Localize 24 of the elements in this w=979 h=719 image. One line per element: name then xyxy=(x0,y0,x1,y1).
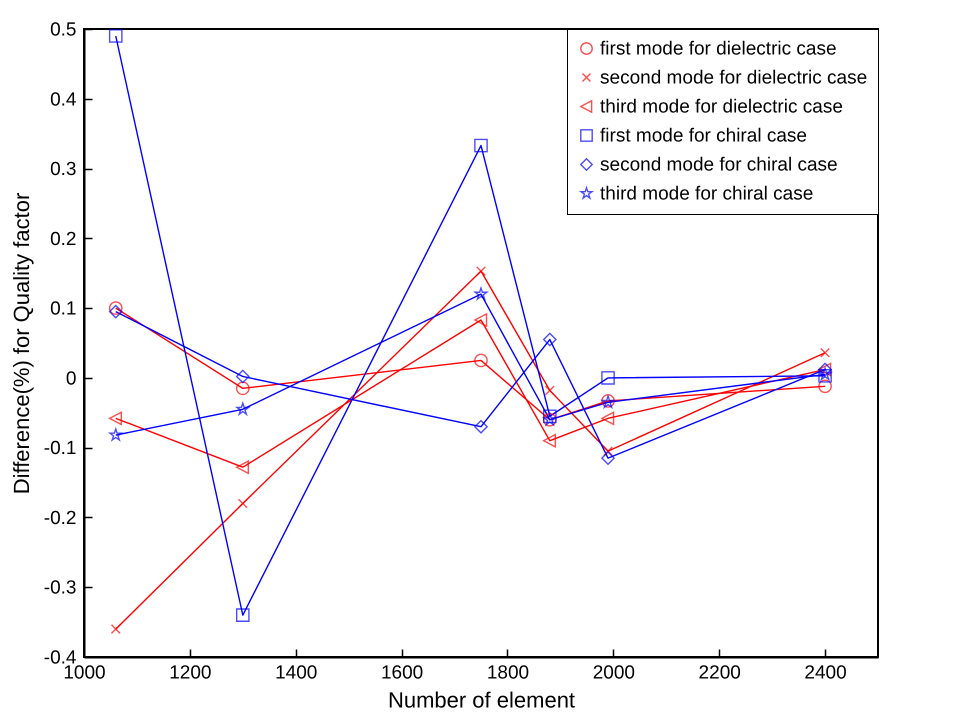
y-tick-label: 0 xyxy=(66,368,76,390)
legend-label: third mode for dielectric case xyxy=(600,96,843,118)
x-tick-label: 2400 xyxy=(804,662,847,684)
y-tick-label: 0.2 xyxy=(50,228,76,250)
y-tick-label: -0.1 xyxy=(44,438,76,460)
legend-label: first mode for dielectric case xyxy=(600,38,837,60)
x-axis-title: Number of element xyxy=(388,688,576,712)
x-tick-label: 1600 xyxy=(380,662,424,684)
x-tick-label: 2200 xyxy=(698,662,741,684)
legend-label: third mode for chiral case xyxy=(600,184,814,204)
x-tick-label: 1200 xyxy=(169,662,212,684)
legend-label: first mode for chiral case xyxy=(600,126,807,146)
y-tick-label: 0.1 xyxy=(50,298,76,320)
x-tick-label: 1400 xyxy=(275,662,318,684)
y-axis-title: Difference(%) for Quality factor xyxy=(8,192,34,494)
legend-label: second mode for dielectric case xyxy=(600,68,868,88)
y-tick-label: 0.3 xyxy=(50,159,76,180)
legend-label: second mode for chiral case xyxy=(600,154,838,176)
y-tick-label: 0.5 xyxy=(50,20,76,40)
y-tick-label: 0.4 xyxy=(50,89,77,110)
y-tick-label: -0.2 xyxy=(44,508,76,529)
x-tick-label: 2000 xyxy=(592,662,635,684)
y-tick-label: -0.3 xyxy=(44,578,76,599)
x-tick-label: 1800 xyxy=(486,662,530,684)
